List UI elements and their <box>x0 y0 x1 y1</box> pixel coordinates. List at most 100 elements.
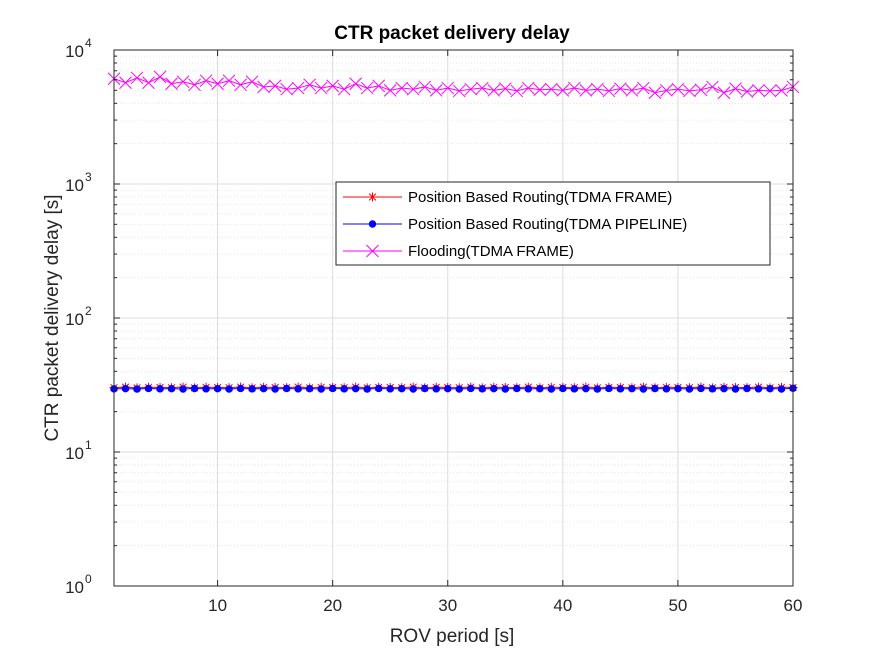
marker-stroke <box>199 74 213 88</box>
data-point <box>133 385 141 393</box>
marker-stroke <box>694 83 708 97</box>
data-point <box>593 385 602 393</box>
series-2 <box>110 384 797 393</box>
data-point <box>188 78 201 92</box>
y-tick-label: 10 2 <box>65 304 92 329</box>
data-point <box>740 85 754 98</box>
legend-entry-2: Position Based Routing(TDMA PIPELINE) <box>343 216 687 233</box>
data-point <box>567 81 581 95</box>
series-line <box>113 76 794 94</box>
data-point <box>303 78 316 92</box>
data-point <box>685 385 694 393</box>
data-point <box>153 70 167 84</box>
data-point <box>326 79 340 93</box>
data-point <box>570 385 579 393</box>
data-point <box>429 83 443 97</box>
data-point <box>697 384 705 393</box>
marker-stroke <box>165 77 178 91</box>
data-point <box>717 86 731 100</box>
data-point <box>478 385 486 393</box>
marker-stroke <box>291 81 305 95</box>
data-point <box>536 384 544 393</box>
series-layer <box>107 70 800 393</box>
data-point <box>121 384 130 393</box>
y-tick-exponent: 1 <box>85 438 92 452</box>
legend-marker <box>368 192 377 202</box>
legend-label: Position Based Routing(TDMA PIPELINE) <box>408 216 687 233</box>
data-point <box>213 384 222 393</box>
marker-stroke <box>360 81 374 95</box>
marker-stroke <box>234 78 247 92</box>
data-point <box>179 385 187 393</box>
data-point <box>144 384 153 393</box>
data-point <box>156 385 164 393</box>
data-point <box>521 81 535 95</box>
y-tick-label: 10 3 <box>65 170 92 195</box>
marker-stroke <box>211 77 224 91</box>
series-3 <box>107 70 800 100</box>
x-tick-label: 20 <box>323 596 342 615</box>
marker-stroke <box>372 79 386 93</box>
data-point <box>165 77 178 91</box>
data-point <box>441 81 455 95</box>
data-point <box>674 384 682 393</box>
y-tick-base: 10 <box>65 176 84 195</box>
data-point <box>579 83 593 97</box>
marker-stroke <box>752 83 765 97</box>
marker-stroke <box>268 79 282 93</box>
data-point <box>328 384 337 393</box>
data-point <box>694 83 708 97</box>
data-point <box>271 385 279 393</box>
data-point <box>616 385 625 393</box>
marker-stroke <box>464 82 478 96</box>
x-tick-label: 10 <box>208 596 227 615</box>
marker-stroke <box>176 75 190 89</box>
data-point <box>660 83 673 97</box>
data-point <box>314 81 328 95</box>
data-point <box>259 384 268 393</box>
data-point <box>490 384 498 393</box>
y-tick-exponent: 4 <box>85 36 92 50</box>
data-point <box>432 385 440 393</box>
data-point <box>360 81 374 95</box>
marker-stroke <box>188 78 201 92</box>
legend-marker <box>366 244 379 258</box>
x-tick-label: 50 <box>668 596 687 615</box>
data-point <box>513 384 521 393</box>
marker-stroke <box>303 78 316 92</box>
marker-stroke <box>349 77 363 91</box>
marker-stroke <box>475 81 489 95</box>
y-tick-exponent: 0 <box>85 572 92 586</box>
marker-stroke <box>406 82 420 96</box>
y-tick-exponent: 3 <box>85 170 92 184</box>
data-point <box>614 82 627 95</box>
data-point <box>268 79 282 93</box>
y-tick-base: 10 <box>65 42 84 61</box>
data-point <box>248 385 256 393</box>
data-point <box>683 84 696 98</box>
data-point <box>671 82 685 96</box>
legend-entry-1: Position Based Routing(TDMA FRAME) <box>343 189 672 206</box>
marker-stroke <box>729 82 742 95</box>
marker-stroke <box>567 81 581 95</box>
marker-stroke <box>717 86 731 100</box>
data-point <box>706 80 719 94</box>
marker-stroke <box>660 83 673 97</box>
data-point <box>547 385 556 393</box>
x-tick-label: 30 <box>438 596 457 615</box>
x-tick-labels: 10 20 30 40 50 60 <box>208 596 802 615</box>
data-point <box>591 82 604 96</box>
data-point <box>349 77 363 91</box>
x-tick-label: 60 <box>784 596 803 615</box>
axes-box <box>113 49 794 587</box>
data-point <box>708 385 717 393</box>
data-point <box>602 84 616 98</box>
data-point <box>317 385 325 393</box>
data-point <box>464 82 478 96</box>
y-tick-base: 10 <box>65 578 84 597</box>
marker-stroke <box>498 82 512 95</box>
data-point <box>729 82 742 95</box>
data-point <box>556 83 570 97</box>
marker-stroke <box>544 82 558 96</box>
